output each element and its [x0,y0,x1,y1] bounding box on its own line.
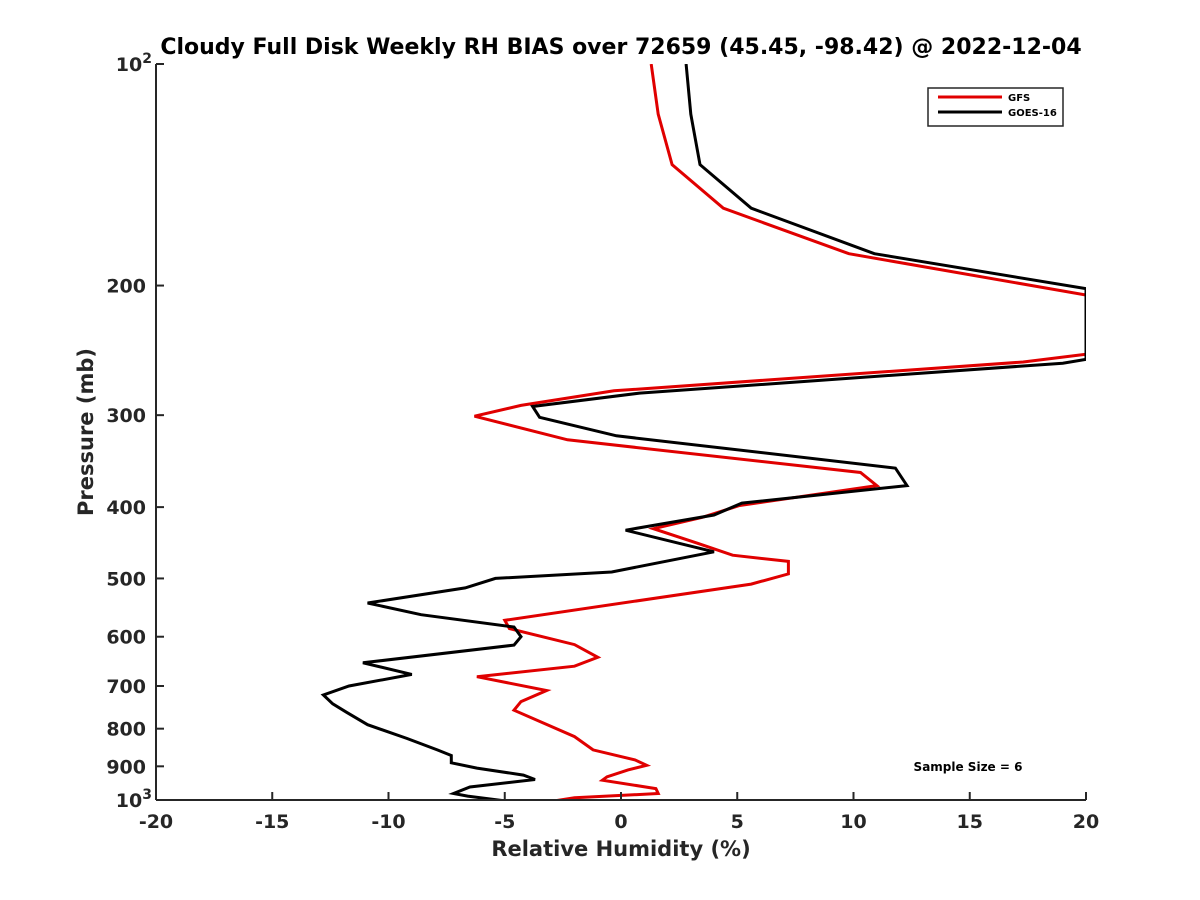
series-line-goes-16 [320,64,1086,800]
series-line-gfs [474,64,1086,800]
y-tick-label: 200 [106,276,146,298]
x-tick-label: -20 [139,811,173,833]
y-axis-ticks: 102 200 300 400 500 600 700 800 900 103 [106,51,164,812]
series-layer [320,64,1086,800]
x-tick-label: 15 [957,811,983,833]
y-tick-label: 400 [106,497,146,519]
x-tick-label: 10 [840,811,866,833]
chart-title: Cloudy Full Disk Weekly RH BIAS over 726… [160,35,1081,60]
y-tick-label: 600 [106,627,146,649]
x-tick-label: -15 [255,811,289,833]
sample-size-annotation: Sample Size = 6 [914,760,1023,774]
legend-label: GFS [1008,93,1030,104]
x-axis-label: Relative Humidity (%) [491,837,750,861]
legend: GFS GOES-16 [927,87,1064,127]
x-tick-label: -5 [494,811,515,833]
y-tick-label: 900 [106,756,146,778]
y-tick-label: 800 [106,719,146,741]
x-tick-label: 0 [614,811,627,833]
x-tick-label: 20 [1073,811,1099,833]
x-tick-label: 5 [731,811,744,833]
axes-layer [155,64,1086,801]
y-axis-label: Pressure (mb) [74,348,98,516]
x-axis-ticks: -20 -15 -10 -5 0 5 10 15 20 [139,792,1099,833]
y-tick-label: 103 [116,787,152,812]
legend-box [927,87,1064,127]
y-tick-label: 500 [106,568,146,590]
y-tick-label: 102 [116,51,152,76]
x-tick-label: -10 [371,811,405,833]
y-tick-label: 300 [106,405,146,427]
y-tick-label: 700 [106,676,146,698]
legend-label: GOES-16 [1008,108,1057,119]
